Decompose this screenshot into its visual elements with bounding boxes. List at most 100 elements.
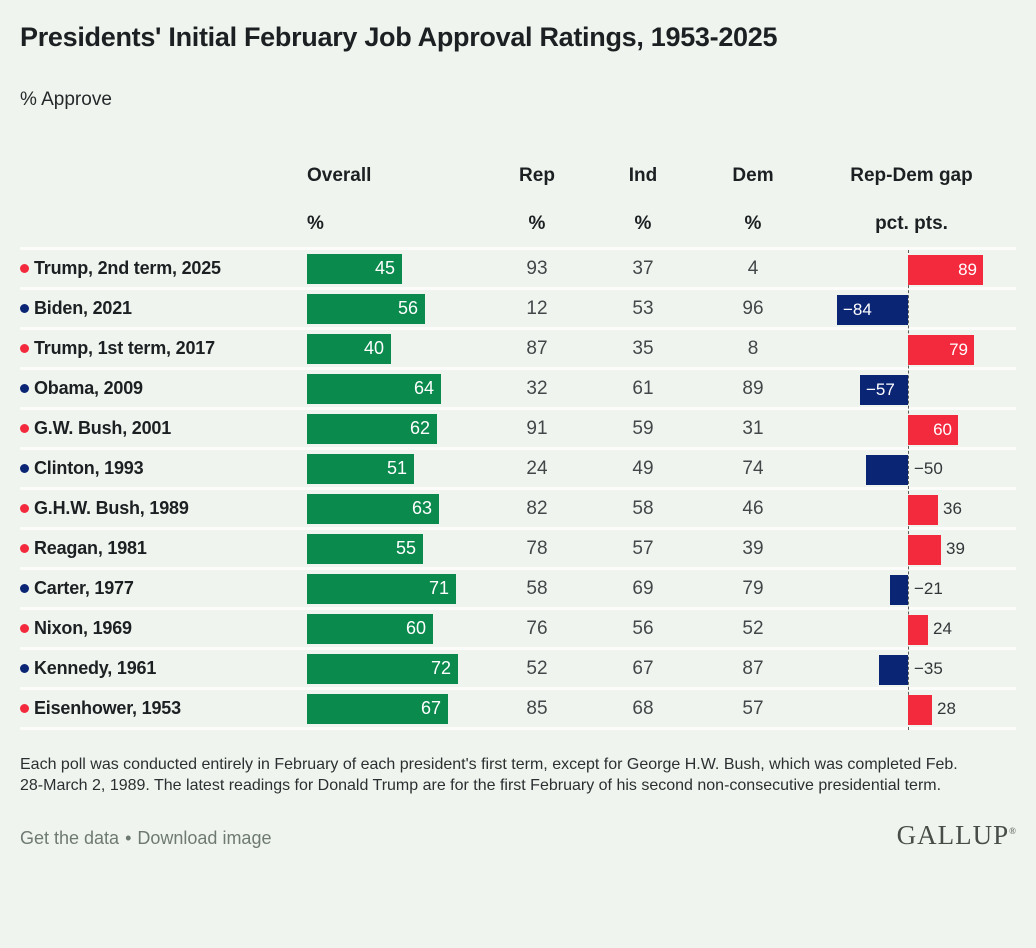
gap-bar (879, 655, 908, 685)
unit-gap: pct. pts. (875, 213, 948, 234)
table-header-units: % % % % pct. pts. (20, 213, 1016, 235)
president-label: Eisenhower, 1953 (34, 698, 181, 718)
gap-bar: −57 (860, 375, 908, 405)
overall-approval-bar: 56 (307, 293, 425, 324)
get-the-data-link[interactable]: Get the data (20, 828, 120, 848)
democrat-dot (20, 464, 29, 473)
overall-approval-value: 40 (363, 338, 384, 358)
gallup-logo: GALLUP® (897, 820, 1016, 851)
gap-bar (908, 535, 941, 565)
dem-value: 46 (742, 497, 764, 519)
rep-value: 91 (526, 417, 548, 439)
rep-value: 87 (526, 337, 548, 359)
overall-approval-value: 45 (374, 258, 395, 278)
president-cell: Nixon, 1969 (20, 618, 307, 639)
gap-cell: −21 (807, 570, 1016, 607)
overall-approval-value: 63 (411, 498, 432, 518)
president-label: Biden, 2021 (34, 298, 132, 318)
table-row: Trump, 1st term, 2017 40 87 35 8 79 (20, 330, 1016, 370)
ind-value: 59 (632, 417, 654, 439)
overall-approval-bar: 67 (307, 693, 448, 724)
gap-value: 89 (958, 260, 977, 279)
overall-cell: 71 (307, 573, 487, 604)
chart-card: Presidents' Initial February Job Approva… (20, 22, 1016, 851)
table-row: G.W. Bush, 2001 62 91 59 31 60 (20, 410, 1016, 450)
gap-bar: 60 (908, 415, 958, 445)
ind-value: 57 (632, 537, 654, 559)
overall-approval-bar: 72 (307, 653, 458, 684)
gap-cell: 39 (807, 530, 1016, 567)
president-label: Carter, 1977 (34, 578, 134, 598)
overall-approval-value: 51 (386, 458, 407, 478)
column-header-rep: Rep (519, 165, 555, 186)
democrat-dot (20, 584, 29, 593)
ind-value: 69 (632, 577, 654, 599)
dem-value: 52 (742, 617, 764, 639)
rep-value: 85 (526, 697, 548, 719)
president-cell: Reagan, 1981 (20, 538, 307, 559)
table-row: Obama, 2009 64 32 61 89 −57 (20, 370, 1016, 410)
gap-value: 39 (946, 538, 965, 558)
column-header-dem: Dem (732, 165, 774, 186)
dem-value: 4 (747, 257, 759, 279)
overall-approval-value: 72 (430, 658, 451, 678)
dem-value: 31 (742, 417, 764, 439)
overall-cell: 51 (307, 453, 487, 484)
column-header-ind: Ind (628, 165, 658, 186)
overall-approval-bar: 55 (307, 533, 423, 564)
overall-cell: 63 (307, 493, 487, 524)
democrat-dot (20, 304, 29, 313)
overall-cell: 40 (307, 333, 487, 364)
gap-cell: 28 (807, 690, 1016, 727)
overall-approval-value: 60 (405, 618, 426, 638)
republican-dot (20, 544, 29, 553)
republican-dot (20, 704, 29, 713)
president-cell: G.W. Bush, 2001 (20, 418, 307, 439)
download-image-link[interactable]: Download image (137, 828, 272, 848)
dem-value: 8 (747, 337, 759, 359)
overall-approval-bar: 45 (307, 253, 402, 284)
gap-bar: −84 (837, 295, 908, 325)
gap-cell: −57 (807, 370, 1016, 407)
rep-value: 58 (526, 577, 548, 599)
rep-value: 82 (526, 497, 548, 519)
gap-cell: −84 (807, 290, 1016, 327)
ind-value: 67 (632, 657, 654, 679)
gap-value: −35 (914, 658, 943, 678)
rep-value: 76 (526, 617, 548, 639)
unit-dem: % (744, 213, 762, 234)
president-label: G.H.W. Bush, 1989 (34, 498, 189, 518)
overall-approval-bar: 63 (307, 493, 439, 524)
ind-value: 35 (632, 337, 654, 359)
overall-approval-value: 55 (395, 538, 416, 558)
republican-dot (20, 264, 29, 273)
republican-dot (20, 424, 29, 433)
dem-value: 87 (742, 657, 764, 679)
gap-bar (908, 695, 932, 725)
president-cell: Carter, 1977 (20, 578, 307, 599)
president-label: G.W. Bush, 2001 (34, 418, 172, 438)
chart-subtitle: % Approve (20, 89, 112, 110)
gap-value: −21 (914, 578, 943, 598)
registered-trademark-mark: ® (1009, 826, 1016, 836)
table-row: G.H.W. Bush, 1989 63 82 58 46 36 (20, 490, 1016, 530)
column-header-gap: Rep-Dem gap (850, 165, 973, 186)
president-cell: Eisenhower, 1953 (20, 698, 307, 719)
overall-cell: 62 (307, 413, 487, 444)
column-header-overall: Overall (307, 165, 372, 186)
table-row: Carter, 1977 71 58 69 79 −21 (20, 570, 1016, 610)
rep-value: 93 (526, 257, 548, 279)
table-row: Biden, 2021 56 12 53 96 −84 (20, 290, 1016, 330)
overall-approval-value: 64 (413, 378, 434, 398)
gap-cell: −35 (807, 650, 1016, 687)
president-cell: Clinton, 1993 (20, 458, 307, 479)
overall-cell: 60 (307, 613, 487, 644)
ind-value: 68 (632, 697, 654, 719)
gap-zero-line (908, 250, 909, 730)
bullet-separator: • (125, 828, 132, 848)
table-row: Eisenhower, 1953 67 85 68 57 28 (20, 690, 1016, 730)
overall-approval-bar: 60 (307, 613, 433, 644)
republican-dot (20, 624, 29, 633)
gap-bar: 89 (908, 255, 983, 285)
table-row: Kennedy, 1961 72 52 67 87 −35 (20, 650, 1016, 690)
